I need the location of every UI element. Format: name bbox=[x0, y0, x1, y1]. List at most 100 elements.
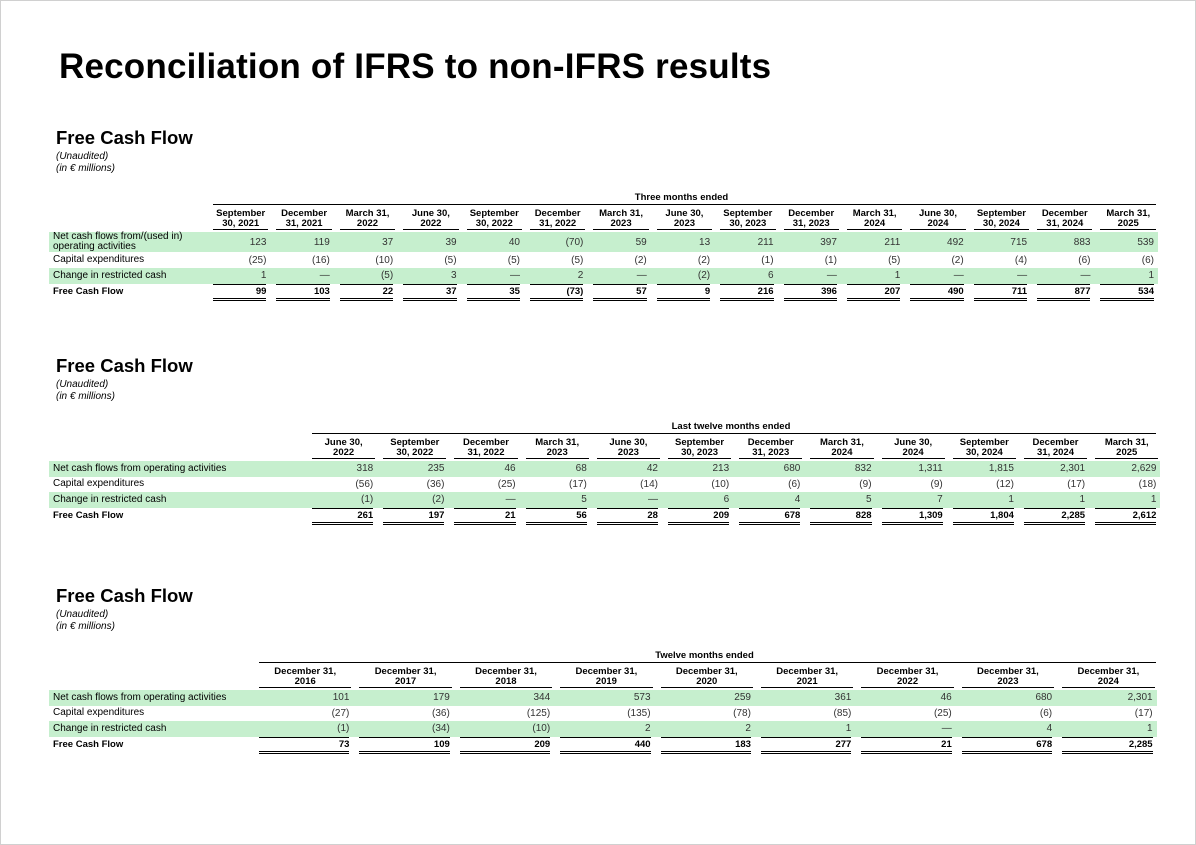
table-cell: 680 bbox=[955, 690, 1057, 706]
table-cell: 13 bbox=[650, 232, 715, 252]
column-header-line1: December 31, bbox=[374, 666, 437, 677]
row-label: Change in restricted cash bbox=[49, 492, 307, 508]
row-label: Capital expenditures bbox=[53, 478, 145, 490]
table-cell: (16) bbox=[312, 254, 330, 266]
column-header: June 30, 2023 bbox=[651, 206, 714, 232]
total-value: 396 bbox=[783, 283, 837, 301]
column-header-line2: 2024 bbox=[1097, 676, 1119, 687]
table-cell: (1) bbox=[824, 254, 837, 266]
total-value: 73 bbox=[259, 736, 350, 754]
table-cell: 39 bbox=[397, 232, 461, 252]
column-header-line1: June 30, bbox=[411, 208, 450, 219]
table-cell: 490 bbox=[904, 283, 967, 301]
column-header-line1: June 30, bbox=[894, 437, 933, 448]
table-cell: 534 bbox=[1094, 283, 1158, 301]
total-value: 711 bbox=[973, 283, 1028, 301]
table-cell: 1 bbox=[1089, 492, 1161, 508]
table-cell: 73 bbox=[253, 736, 353, 754]
column-header: December 31, 2021 bbox=[755, 664, 855, 690]
section-title: Free Cash Flow bbox=[56, 127, 193, 148]
column-header: December 31, 2021 bbox=[270, 206, 333, 232]
table-cell: — bbox=[1031, 268, 1095, 284]
table-cell: 397 bbox=[777, 232, 841, 252]
table-cell: 209 bbox=[454, 736, 554, 754]
row-label: Free Cash Flow bbox=[53, 286, 124, 297]
table-cell: (2) bbox=[377, 492, 449, 508]
column-header: March 31, 2023 bbox=[587, 206, 650, 232]
table-cell: (10) bbox=[375, 254, 394, 266]
column-header: June 30, 2022 bbox=[397, 206, 460, 232]
table-row: Net cash flows from operating activities… bbox=[49, 461, 1161, 477]
total-value: 28 bbox=[596, 507, 658, 525]
table-cell: — bbox=[904, 268, 968, 284]
table-cell: 37 bbox=[397, 283, 460, 301]
table-cell: 211 bbox=[714, 232, 778, 252]
table-cell: (85) bbox=[833, 707, 852, 719]
column-header: June 30, 2022 bbox=[306, 435, 377, 461]
table-cell: (9) bbox=[859, 478, 872, 490]
header-spacer bbox=[49, 664, 253, 690]
table-cell: 9 bbox=[651, 283, 714, 301]
table-cell: — bbox=[777, 268, 841, 284]
column-header: December 31, 2023 bbox=[778, 206, 841, 232]
period-title: Last twelve months ended bbox=[671, 421, 791, 432]
total-value: 197 bbox=[383, 507, 445, 525]
total-value: 9 bbox=[656, 283, 711, 301]
table-cell: 361 bbox=[754, 690, 856, 706]
table-cell: (17) bbox=[568, 478, 587, 490]
column-header-line2: 30, 2021 bbox=[222, 218, 260, 229]
table-cell: (10) bbox=[711, 478, 730, 490]
column-header: September 30, 2024 bbox=[968, 206, 1031, 232]
total-value: 103 bbox=[276, 283, 330, 301]
units-note: (in € millions) bbox=[56, 163, 115, 174]
table-cell: 207 bbox=[841, 283, 904, 301]
column-header-line1: December bbox=[463, 437, 509, 448]
table-cell: 99 bbox=[207, 283, 270, 301]
column-header: December 31, 2016 bbox=[253, 664, 353, 690]
table-cell: (73) bbox=[524, 283, 587, 301]
column-header: June 30, 2024 bbox=[876, 435, 947, 461]
table-cell: 2 bbox=[523, 268, 588, 284]
table-cell: 2,301 bbox=[1017, 461, 1090, 477]
units-note: (in € millions) bbox=[56, 621, 115, 632]
table-cell: 711 bbox=[968, 283, 1031, 301]
table-cell: 21 bbox=[855, 736, 955, 754]
table-cell: (12) bbox=[996, 478, 1014, 490]
total-value: 183 bbox=[660, 736, 751, 754]
row-label: Net cash flows from operating activities bbox=[49, 690, 253, 706]
table-cell: (36) bbox=[426, 478, 445, 490]
column-header-line2: 2023 bbox=[997, 676, 1019, 687]
column-header-line1: September bbox=[959, 437, 1009, 448]
table-cell: 211 bbox=[840, 232, 905, 252]
column-header-line2: 2020 bbox=[696, 676, 718, 687]
column-header-line1: June 30, bbox=[324, 437, 363, 448]
table-row: Capital expenditures (27) (36) (125) (135) (7… bbox=[49, 706, 1157, 722]
table-cell: 6 bbox=[714, 268, 778, 284]
column-header-line1: March 31, bbox=[345, 208, 390, 219]
table-cell: 4 bbox=[733, 492, 805, 508]
column-header-line1: March 31, bbox=[1104, 437, 1149, 448]
column-header-line1: December bbox=[788, 208, 835, 219]
column-header: March 31, 2022 bbox=[334, 206, 397, 232]
table-cell: 1,309 bbox=[876, 507, 947, 525]
column-header: December 31, 2024 bbox=[1018, 435, 1089, 461]
table-cell: (2) bbox=[634, 254, 647, 266]
total-value: 109 bbox=[359, 736, 450, 754]
header-spacer bbox=[49, 435, 306, 461]
column-header-line1: December 31, bbox=[776, 666, 839, 677]
table-cell: (34) bbox=[353, 721, 454, 737]
table-cell: 828 bbox=[804, 507, 875, 525]
row-label: Net cash flows from/(used in) operating … bbox=[49, 232, 208, 252]
table-cell: (5) bbox=[333, 268, 398, 284]
total-value: 57 bbox=[593, 283, 647, 301]
column-header-line1: March 31, bbox=[535, 437, 580, 448]
table-cell: 259 bbox=[654, 690, 755, 706]
column-header-line2: 2023 bbox=[610, 218, 632, 229]
column-header-line2: 2024 bbox=[902, 447, 924, 458]
total-value: 209 bbox=[667, 507, 730, 525]
table-cell: (18) bbox=[1138, 478, 1157, 490]
table-cell: — bbox=[855, 721, 956, 737]
table-cell: (10) bbox=[453, 721, 555, 737]
table-cell: 235 bbox=[377, 461, 449, 477]
column-header: December 31, 2022 bbox=[524, 206, 587, 232]
